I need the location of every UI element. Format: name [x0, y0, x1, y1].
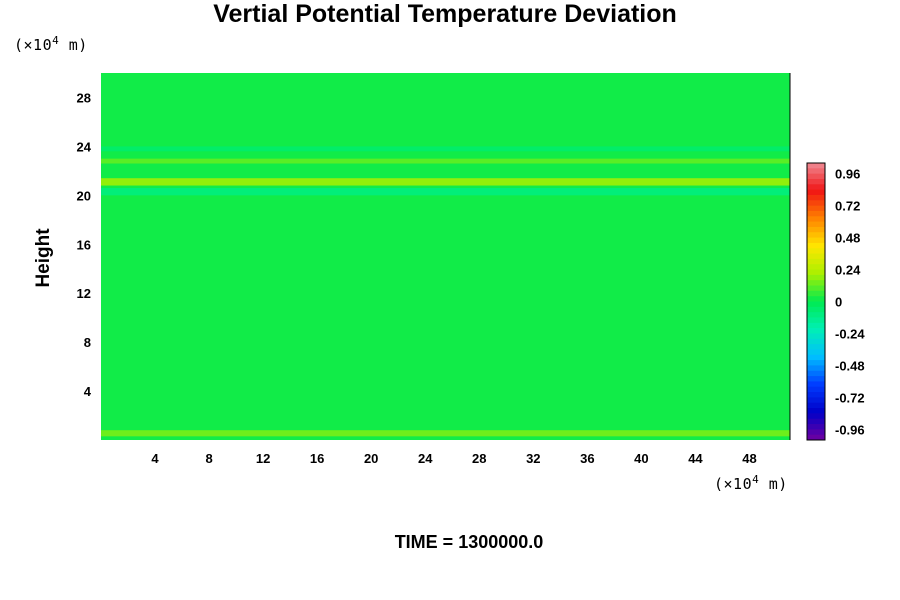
colorbar-swatch — [807, 258, 825, 265]
colorbar-swatch — [807, 168, 825, 175]
heatmap-band — [101, 178, 790, 186]
colorbar-swatch — [807, 349, 825, 356]
colorbar-swatch — [807, 317, 825, 324]
colorbar-swatch — [807, 237, 825, 244]
colorbar-swatch — [807, 216, 825, 223]
heatmap-band — [101, 158, 790, 164]
x-unit-suffix: m) — [759, 475, 788, 493]
colorbar-swatch — [807, 354, 825, 361]
y-tick-label: 20 — [77, 188, 91, 203]
colorbar-tick-label: -0.96 — [835, 422, 865, 437]
colorbar-tick-label: -0.72 — [835, 390, 865, 405]
colorbar-swatch — [807, 434, 825, 441]
colorbar-swatch — [807, 376, 825, 382]
heatmap-band — [101, 187, 790, 196]
x-tick-label: 44 — [688, 451, 703, 466]
y-tick-label: 4 — [84, 384, 92, 399]
colorbar-swatch — [807, 418, 825, 425]
colorbar-swatch — [807, 163, 825, 169]
heatmap-band — [101, 430, 790, 437]
y-unit-prefix: (×10 — [14, 36, 53, 54]
x-tick-label: 12 — [256, 451, 270, 466]
x-tick-label: 8 — [205, 451, 212, 466]
colorbar-swatch — [807, 365, 825, 372]
y-tick-label: 16 — [77, 237, 91, 252]
colorbar-swatch — [807, 184, 825, 191]
y-tick-label: 28 — [77, 90, 91, 105]
colorbar-swatch — [807, 285, 825, 292]
colorbar-swatch — [807, 338, 825, 345]
x-tick-label: 36 — [580, 451, 594, 466]
x-tick-label: 28 — [472, 451, 486, 466]
colorbar-tick-label: 0.96 — [835, 167, 860, 182]
colorbar-swatch — [807, 301, 825, 308]
x-tick-label: 48 — [742, 451, 756, 466]
colorbar-swatch — [807, 312, 825, 318]
colorbar-swatch — [807, 392, 825, 398]
colorbar-swatch — [807, 248, 825, 255]
y-tick-label: 8 — [84, 335, 91, 350]
colorbar-swatch — [807, 296, 825, 302]
colorbar-swatch — [807, 322, 825, 329]
y-axis-unit: (×104 m) — [14, 34, 88, 54]
colorbar-swatch — [807, 253, 825, 260]
x-tick-label: 32 — [526, 451, 540, 466]
y-tick-label: 24 — [77, 139, 92, 154]
colorbar-swatch — [807, 290, 825, 297]
colorbar-swatch — [807, 200, 825, 207]
colorbar-swatch — [807, 189, 825, 196]
colorbar-swatch — [807, 429, 825, 436]
heatmap-field — [101, 73, 790, 440]
colorbar-swatch — [807, 242, 825, 249]
colorbar-tick-label: 0.24 — [835, 263, 861, 278]
x-tick-label: 24 — [418, 451, 433, 466]
colorbar-swatch — [807, 344, 825, 350]
colorbar-swatch — [807, 424, 825, 430]
chart-title: Vertial Potential Temperature Deviation — [213, 0, 677, 28]
y-tick-label: 12 — [77, 286, 91, 301]
colorbar-swatch — [807, 205, 825, 212]
colorbar-swatch — [807, 408, 825, 414]
colorbar-tick-label: -0.48 — [835, 358, 865, 373]
colorbar-swatch — [807, 269, 825, 276]
colorbar-swatch — [807, 386, 825, 393]
colorbar-swatch — [807, 221, 825, 228]
colorbar-swatch — [807, 306, 825, 313]
colorbar-swatch — [807, 413, 825, 420]
colorbar-swatch — [807, 226, 825, 233]
colorbar-swatch — [807, 178, 825, 185]
x-tick-label: 20 — [364, 451, 378, 466]
colorbar-swatch — [807, 370, 825, 377]
colorbar-swatch — [807, 274, 825, 281]
colorbar-swatch — [807, 264, 825, 271]
colorbar-tick-label: 0.48 — [835, 231, 860, 246]
x-tick-label: 40 — [634, 451, 648, 466]
x-unit-prefix: (×10 — [714, 475, 753, 493]
y-unit-suffix: m) — [59, 36, 88, 54]
colorbar-swatch — [807, 328, 825, 334]
y-unit-exponent: 4 — [52, 34, 60, 47]
x-unit-exponent: 4 — [752, 473, 760, 486]
time-label: TIME = 1300000.0 — [394, 532, 544, 552]
colorbar-swatch — [807, 333, 825, 340]
colorbar-swatch — [807, 194, 825, 201]
colorbar-tick-label: -0.24 — [835, 326, 865, 341]
colorbar-swatch — [807, 210, 825, 217]
colorbar-swatch — [807, 173, 825, 180]
colorbar-swatch — [807, 232, 825, 239]
colorbar-tick-label: 0.72 — [835, 199, 860, 214]
colorbar-swatch — [807, 381, 825, 388]
x-tick-label: 16 — [310, 451, 324, 466]
x-tick-label: 4 — [151, 451, 159, 466]
colorbar-frame — [806, 162, 826, 441]
colorbar-swatch — [807, 280, 825, 287]
x-axis-unit: (×104 m) — [714, 473, 788, 493]
colorbar-swatch — [807, 402, 825, 409]
colorbar-swatch — [807, 397, 825, 404]
heatmap-band — [101, 146, 790, 152]
colorbar-swatch — [807, 360, 825, 366]
colorbar-tick-label: 0 — [835, 295, 842, 310]
